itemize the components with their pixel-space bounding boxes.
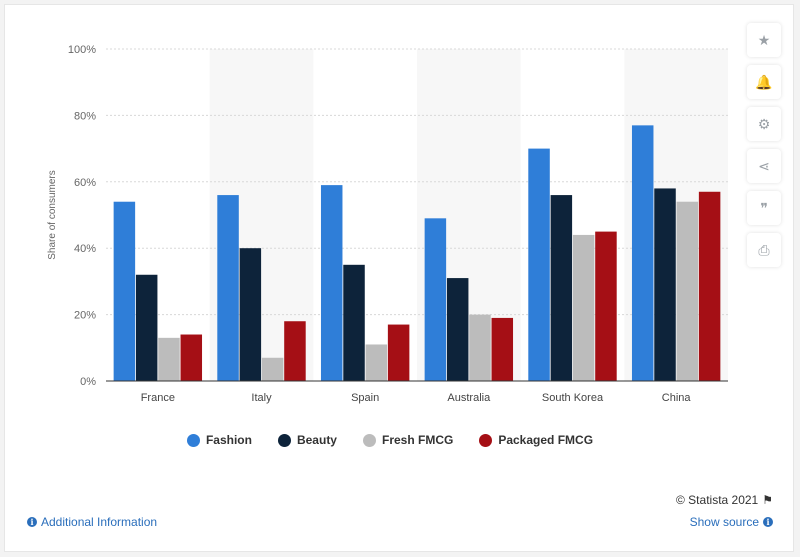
- bar[interactable]: [572, 234, 595, 381]
- bar[interactable]: [595, 231, 617, 381]
- bar[interactable]: [284, 321, 306, 381]
- y-tick-label: 60%: [74, 177, 96, 189]
- bar[interactable]: [631, 125, 654, 381]
- show-source-link[interactable]: Show source i: [690, 515, 773, 529]
- info-icon: i: [763, 517, 773, 527]
- bar[interactable]: [320, 185, 343, 381]
- bar-chart: 0% 20% 40% 60% 80% 100% Share of consumers Fran…: [47, 44, 728, 404]
- bar[interactable]: [261, 357, 284, 381]
- legend-marker: [479, 433, 493, 447]
- bar[interactable]: [135, 274, 158, 381]
- bar[interactable]: [424, 218, 447, 381]
- y-axis-title: Share of consumers: [47, 170, 58, 260]
- chart-toolbar: ★ 🔔 ⚙ ⋖ ❞ ⎙: [747, 23, 781, 267]
- gear-icon[interactable]: ⚙: [747, 107, 781, 141]
- x-tick-label: China: [662, 392, 692, 404]
- additional-information-link[interactable]: i Additional Information: [27, 515, 157, 529]
- legend-item[interactable]: Packaged FMCG: [479, 433, 593, 447]
- bar[interactable]: [446, 278, 469, 381]
- bar[interactable]: [491, 317, 514, 381]
- y-tick-label: 100%: [68, 44, 96, 56]
- chart-card: 0% 20% 40% 60% 80% 100% Share of consumers Fran…: [4, 4, 794, 552]
- legend-label: Beauty: [296, 433, 337, 447]
- quote-icon[interactable]: ❞: [747, 191, 781, 225]
- copyright: © Statista 2021 ⚑: [676, 493, 773, 507]
- chart-legend: Fashion Beauty Fresh FMCG Packaged FMCG: [5, 433, 775, 447]
- show-source-label: Show source: [689, 515, 759, 529]
- star-icon[interactable]: ★: [747, 23, 781, 57]
- y-tick-label: 20%: [74, 310, 96, 322]
- legend-marker: [362, 433, 376, 447]
- bar[interactable]: [550, 195, 573, 381]
- legend-label: Packaged FMCG: [498, 433, 594, 447]
- additional-information-label: Additional Information: [41, 515, 158, 529]
- legend-item[interactable]: Fresh FMCG: [362, 433, 454, 447]
- bar[interactable]: [239, 248, 262, 381]
- print-icon[interactable]: ⎙: [747, 233, 781, 267]
- x-tick-label: France: [141, 392, 175, 404]
- x-tick-label: Australia: [447, 392, 491, 404]
- legend-label: Fresh FMCG: [381, 433, 454, 447]
- bar[interactable]: [528, 148, 550, 381]
- info-icon: i: [27, 517, 37, 527]
- bar[interactable]: [365, 344, 388, 381]
- legend-marker: [186, 433, 200, 447]
- bar[interactable]: [158, 337, 180, 381]
- bar[interactable]: [180, 334, 203, 381]
- y-tick-label: 40%: [74, 243, 96, 255]
- bar[interactable]: [676, 201, 699, 381]
- x-tick-label: Spain: [351, 392, 379, 404]
- flag-icon[interactable]: ⚑: [762, 493, 773, 507]
- bar[interactable]: [343, 264, 365, 381]
- share-icon[interactable]: ⋖: [747, 149, 781, 183]
- bar[interactable]: [387, 324, 410, 381]
- y-tick-label: 0%: [80, 376, 96, 388]
- bell-icon[interactable]: 🔔: [747, 65, 781, 99]
- legend-item[interactable]: Fashion: [186, 433, 252, 447]
- legend-item[interactable]: Beauty: [277, 433, 337, 447]
- x-tick-label: South Korea: [542, 392, 604, 404]
- bar[interactable]: [469, 314, 491, 381]
- bar[interactable]: [698, 191, 721, 381]
- legend-label: Fashion: [205, 433, 252, 447]
- copyright-text: © Statista 2021: [676, 493, 759, 507]
- x-tick-label: Italy: [251, 392, 272, 404]
- legend-marker: [277, 433, 291, 447]
- bar[interactable]: [113, 201, 136, 381]
- bar[interactable]: [654, 188, 676, 381]
- bar[interactable]: [217, 195, 239, 381]
- y-tick-label: 80%: [74, 110, 96, 122]
